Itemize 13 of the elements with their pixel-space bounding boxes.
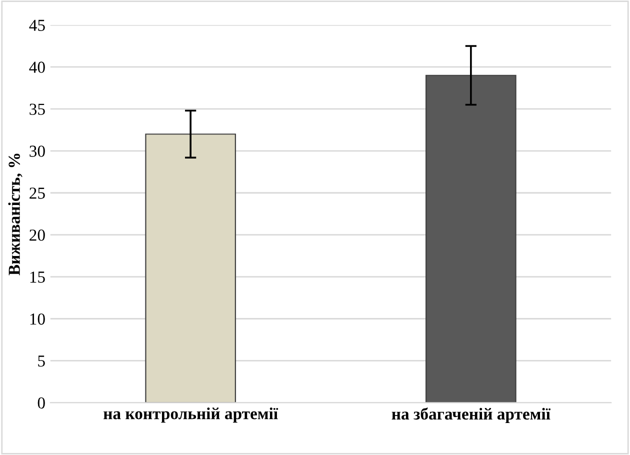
y-tick-label: 25 <box>30 188 45 199</box>
y-axis-title: Виживаність, % <box>8 154 22 276</box>
y-tick-label: 20 <box>30 230 45 241</box>
y-tick-label: 10 <box>30 313 45 325</box>
y-tick-label: 15 <box>30 272 45 283</box>
x-tick-label: на контрольній артемії <box>104 408 278 423</box>
y-tick-label: 35 <box>30 104 45 115</box>
x-tick-label: на збагаченій артемії <box>392 408 551 424</box>
y-tick-label: 30 <box>30 146 45 157</box>
y-tick-label: 0 <box>38 397 45 409</box>
y-tick-label: 45 <box>29 20 45 31</box>
y-tick-label: 40 <box>29 62 45 73</box>
y-tick-label: 5 <box>38 356 45 367</box>
